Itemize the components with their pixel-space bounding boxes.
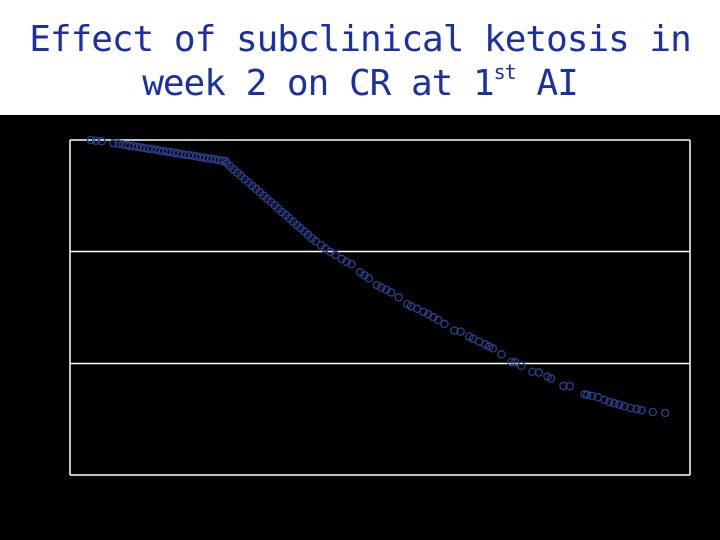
title-line-2: week 2 on CR at 1st AI bbox=[0, 62, 720, 106]
data-point-0-98 bbox=[559, 381, 568, 391]
data-point-0-73 bbox=[394, 293, 403, 302]
data-point-0-111 bbox=[637, 406, 646, 415]
data-point-0-92 bbox=[510, 358, 520, 367]
title-line-1: Effect of subclinical ketosis in bbox=[29, 19, 692, 60]
data-point-0-64 bbox=[342, 257, 351, 267]
data-point-0-110 bbox=[632, 404, 641, 414]
data-point-0-99 bbox=[565, 381, 574, 391]
data-point-0-4 bbox=[114, 139, 123, 148]
data-point-0-68 bbox=[364, 274, 374, 283]
data-point-0-71 bbox=[381, 285, 391, 294]
data-point-0-94 bbox=[528, 367, 537, 377]
data-point-0-32 bbox=[218, 156, 227, 166]
data-point-0-91 bbox=[507, 357, 516, 367]
data-point-0-83 bbox=[456, 327, 465, 336]
data-point-0-101 bbox=[582, 390, 592, 400]
title-line-2-main: week 2 on CR at 1 bbox=[142, 63, 494, 104]
data-point-0-58 bbox=[311, 236, 320, 246]
data-point-0-79 bbox=[429, 312, 438, 322]
title-superscript: st bbox=[493, 60, 517, 84]
data-point-0-72 bbox=[386, 288, 396, 297]
data-point-0-2 bbox=[97, 137, 106, 146]
data-point-0-107 bbox=[615, 400, 624, 409]
data-point-0-113 bbox=[660, 408, 670, 418]
data-point-0-62 bbox=[331, 250, 340, 260]
title-line-2-end: AI bbox=[515, 63, 578, 104]
data-point-0-97 bbox=[546, 374, 556, 383]
data-point-0-69 bbox=[372, 280, 382, 290]
data-point-0-109 bbox=[626, 403, 635, 413]
chart-title: Effect of subclinical ketosis in week 2 … bbox=[0, 18, 720, 106]
chart-panel bbox=[0, 115, 720, 540]
data-point-0-3 bbox=[109, 139, 118, 148]
data-point-0-0 bbox=[86, 135, 96, 145]
data-point-0-1 bbox=[91, 136, 101, 145]
data-point-0-95 bbox=[534, 368, 543, 377]
data-point-0-82 bbox=[450, 326, 459, 335]
data-point-0-106 bbox=[610, 399, 619, 408]
data-point-0-65 bbox=[347, 260, 356, 269]
axes bbox=[69, 140, 691, 475]
data-point-0-105 bbox=[605, 397, 614, 407]
data-points bbox=[86, 135, 670, 418]
data-point-0-77 bbox=[419, 307, 428, 317]
data-point-0-80 bbox=[434, 315, 443, 325]
gridlines bbox=[70, 139, 690, 476]
data-point-0-112 bbox=[648, 407, 658, 417]
data-point-0-89 bbox=[488, 344, 498, 353]
data-point-0-70 bbox=[376, 283, 386, 292]
data-point-0-102 bbox=[587, 391, 597, 401]
data-point-0-90 bbox=[497, 350, 506, 359]
data-point-0-81 bbox=[440, 319, 449, 329]
data-point-0-93 bbox=[517, 361, 526, 371]
data-point-0-104 bbox=[600, 395, 609, 405]
